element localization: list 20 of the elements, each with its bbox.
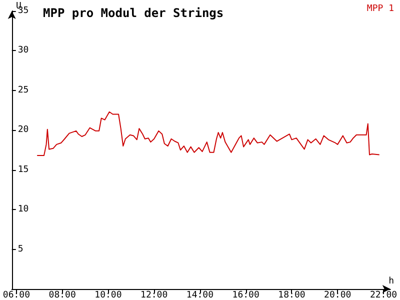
line-series bbox=[36, 111, 380, 156]
x-tick-label: 12:00 bbox=[140, 290, 168, 300]
x-tick-label: 22:00 bbox=[370, 290, 398, 300]
x-tick-label: 06:00 bbox=[2, 290, 30, 300]
x-tick-label: 18:00 bbox=[278, 290, 306, 300]
chart-title: MPP pro Modul der Strings bbox=[43, 6, 224, 20]
y-tick-label: 15 bbox=[18, 164, 29, 175]
x-tick-label: 14:00 bbox=[186, 290, 214, 300]
y-tick-label: 10 bbox=[18, 204, 29, 215]
y-tick-label: 5 bbox=[18, 244, 24, 254]
y-tick-label: 35 bbox=[18, 6, 29, 16]
x-tick-label: 08:00 bbox=[48, 290, 76, 300]
y-tick-label: 30 bbox=[18, 46, 29, 56]
y-tick-label: 25 bbox=[18, 85, 29, 96]
x-tick-label: 20:00 bbox=[324, 290, 352, 300]
y-tick-label: 20 bbox=[18, 125, 29, 136]
x-tick-label: 10:00 bbox=[94, 290, 122, 300]
x-axis-title: h bbox=[388, 276, 394, 286]
x-tick-label: 16:00 bbox=[232, 290, 260, 300]
text: MPP 1 bbox=[366, 4, 394, 14]
